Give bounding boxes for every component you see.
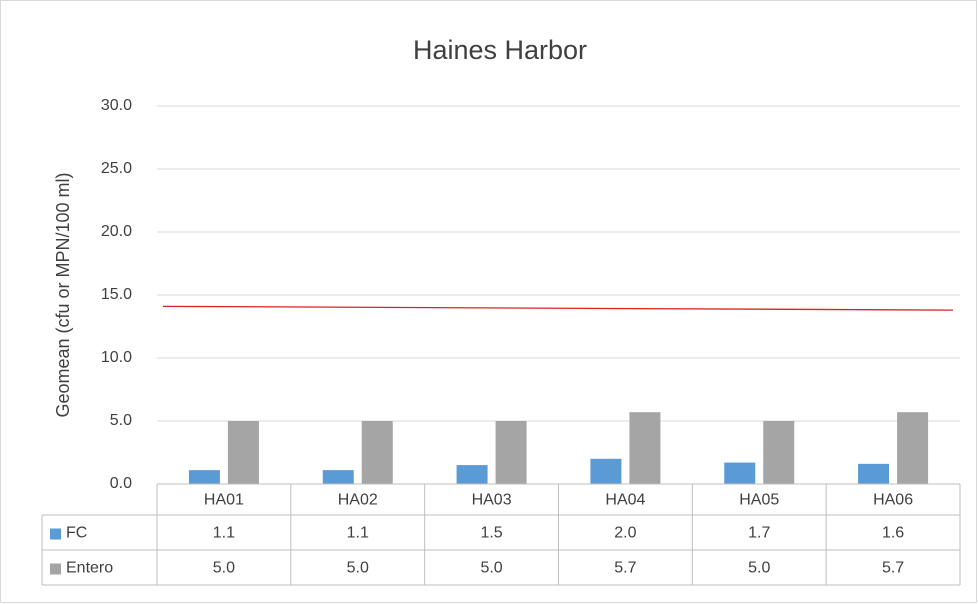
legend-swatch [50, 528, 61, 540]
table-value: 1.1 [347, 525, 369, 542]
legend-swatch [50, 563, 61, 575]
bar [858, 463, 890, 484]
x-tick-label: HA04 [605, 492, 645, 509]
y-tick-label: 5.0 [110, 412, 132, 429]
bar [763, 421, 795, 484]
table-value: 1.1 [213, 525, 235, 542]
table-value: 5.0 [748, 560, 770, 577]
y-tick-label: 0.0 [110, 475, 132, 492]
bar [361, 421, 393, 484]
bar [590, 458, 622, 484]
table-value: 5.0 [213, 560, 235, 577]
reference-line [162, 305, 954, 311]
table-value: 1.6 [882, 525, 904, 542]
bar [227, 421, 259, 484]
y-tick-label: 30.0 [101, 97, 132, 114]
table-value: 5.7 [614, 560, 636, 577]
table-value: 1.5 [480, 525, 502, 542]
bar [456, 465, 488, 484]
x-tick-label: HA03 [472, 492, 512, 509]
y-tick-label: 10.0 [101, 349, 132, 366]
table-value: 5.0 [347, 560, 369, 577]
y-axis-label: Geomean (cfu or MPN/100 ml) [53, 172, 73, 417]
bar [897, 412, 929, 484]
bar [629, 412, 661, 484]
table-value: 5.7 [882, 560, 904, 577]
chart-title: Haines Harbor [413, 35, 587, 65]
table-value: 5.0 [480, 560, 502, 577]
bar [322, 470, 354, 484]
bar [495, 421, 527, 484]
x-tick-label: HA01 [204, 492, 244, 509]
y-tick-label: 15.0 [101, 286, 132, 303]
legend-label: Entero [66, 560, 113, 577]
x-tick-label: HA02 [338, 492, 378, 509]
bar [724, 462, 756, 484]
x-tick-label: HA05 [739, 492, 779, 509]
legend-label: FC [66, 525, 87, 542]
bar [188, 470, 220, 484]
y-tick-label: 20.0 [101, 223, 132, 240]
x-tick-label: HA06 [873, 492, 913, 509]
y-tick-label: 25.0 [101, 160, 132, 177]
table-value: 1.7 [748, 525, 770, 542]
table-value: 2.0 [614, 525, 636, 542]
